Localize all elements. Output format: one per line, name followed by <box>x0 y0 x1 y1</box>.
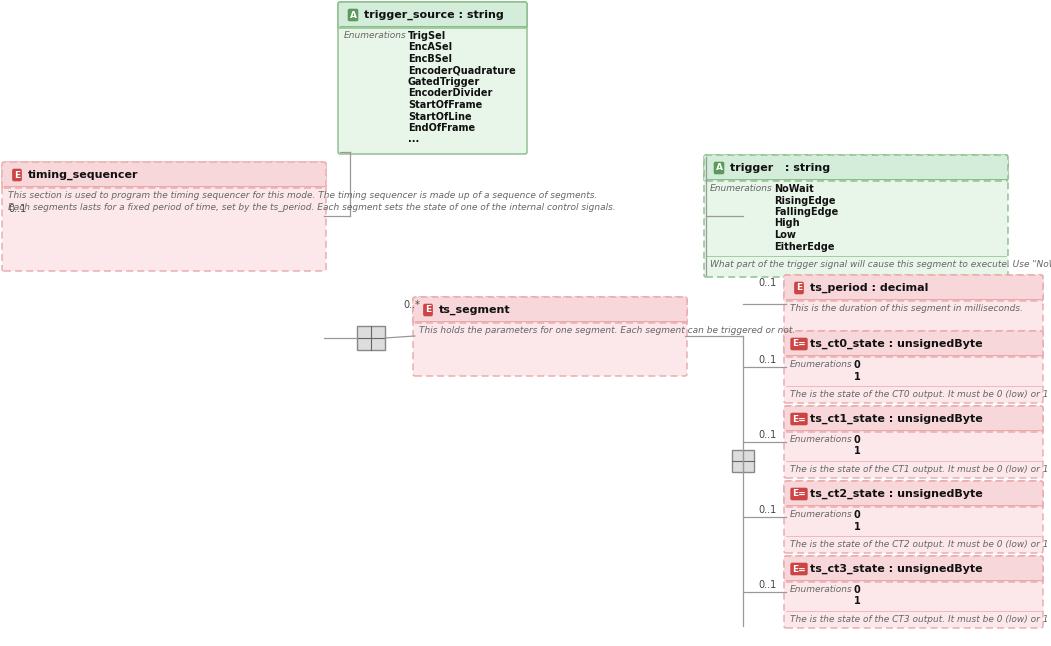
FancyBboxPatch shape <box>704 155 1008 181</box>
Text: E=: E= <box>792 340 806 348</box>
Text: ...: ... <box>408 134 419 145</box>
Text: High: High <box>774 218 800 229</box>
Text: The is the state of the CT3 output. It must be 0 (low) or 1 (high).: The is the state of the CT3 output. It m… <box>790 615 1051 624</box>
Text: 0: 0 <box>854 585 861 595</box>
Text: RisingEdge: RisingEdge <box>774 196 836 205</box>
Text: Each segments lasts for a fixed period of time, set by the ts_period. Each segme: Each segments lasts for a fixed period o… <box>8 202 616 211</box>
FancyBboxPatch shape <box>784 275 1043 301</box>
Text: 0: 0 <box>854 435 861 445</box>
FancyBboxPatch shape <box>784 331 1043 403</box>
Text: ts_ct1_state : unsignedByte: ts_ct1_state : unsignedByte <box>810 414 983 424</box>
FancyBboxPatch shape <box>784 275 1043 332</box>
Text: Enumerations: Enumerations <box>710 184 772 193</box>
Text: NoWait: NoWait <box>774 184 813 194</box>
FancyBboxPatch shape <box>413 297 687 376</box>
Text: ts_ct3_state : unsignedByte: ts_ct3_state : unsignedByte <box>810 564 983 574</box>
Text: FallingEdge: FallingEdge <box>774 207 839 217</box>
Text: EncASel: EncASel <box>408 43 452 52</box>
Text: 1: 1 <box>854 521 861 532</box>
Text: StartOfLine: StartOfLine <box>408 112 472 121</box>
Bar <box>357 326 385 350</box>
Text: 1: 1 <box>854 371 861 382</box>
Text: E: E <box>425 306 431 315</box>
Text: E: E <box>796 284 802 293</box>
Text: E: E <box>14 171 20 180</box>
Text: Enumerations: Enumerations <box>790 435 852 444</box>
FancyBboxPatch shape <box>413 297 687 323</box>
Text: StartOfFrame: StartOfFrame <box>408 100 482 110</box>
Text: Enumerations: Enumerations <box>344 31 407 40</box>
FancyBboxPatch shape <box>704 155 1008 277</box>
FancyBboxPatch shape <box>784 556 1043 582</box>
Text: A: A <box>350 10 356 19</box>
Text: The is the state of the CT2 output. It must be 0 (low) or 1 (high).: The is the state of the CT2 output. It m… <box>790 540 1051 549</box>
FancyBboxPatch shape <box>784 406 1043 478</box>
Text: EncoderQuadrature: EncoderQuadrature <box>408 65 516 76</box>
Text: Low: Low <box>774 230 796 240</box>
Text: This holds the parameters for one segment. Each segment can be triggered or not.: This holds the parameters for one segmen… <box>419 326 796 335</box>
Text: 0..1: 0..1 <box>758 430 777 440</box>
Bar <box>731 450 754 472</box>
Text: GatedTrigger: GatedTrigger <box>408 77 480 87</box>
FancyBboxPatch shape <box>2 162 326 188</box>
FancyBboxPatch shape <box>338 2 527 28</box>
Text: The is the state of the CT0 output. It must be 0 (low) or 1 (high).: The is the state of the CT0 output. It m… <box>790 390 1051 399</box>
Text: EndOfFrame: EndOfFrame <box>408 123 475 133</box>
Text: ts_period : decimal: ts_period : decimal <box>810 283 928 293</box>
Text: 0..1: 0..1 <box>758 505 777 515</box>
Text: Enumerations: Enumerations <box>790 360 852 369</box>
Text: TrigSel: TrigSel <box>408 31 447 41</box>
Text: E=: E= <box>792 565 806 574</box>
Text: Enumerations: Enumerations <box>790 510 852 519</box>
FancyBboxPatch shape <box>784 406 1043 432</box>
FancyBboxPatch shape <box>2 162 326 271</box>
Text: 0..1: 0..1 <box>758 580 777 590</box>
Text: The is the state of the CT1 output. It must be 0 (low) or 1 (high).: The is the state of the CT1 output. It m… <box>790 465 1051 474</box>
Text: E=: E= <box>792 490 806 499</box>
Text: ts_segment: ts_segment <box>439 305 511 315</box>
Text: timing_sequencer: timing_sequencer <box>28 170 139 180</box>
FancyBboxPatch shape <box>784 556 1043 628</box>
Text: 0..1: 0..1 <box>8 204 26 214</box>
FancyBboxPatch shape <box>338 2 527 154</box>
Text: ts_ct0_state : unsignedByte: ts_ct0_state : unsignedByte <box>810 339 983 349</box>
Text: This section is used to program the timing sequencer for this mode. The timing s: This section is used to program the timi… <box>8 191 597 200</box>
FancyBboxPatch shape <box>784 331 1043 357</box>
FancyBboxPatch shape <box>784 481 1043 507</box>
Text: trigger_source : string: trigger_source : string <box>364 10 503 20</box>
Text: 0: 0 <box>854 360 861 370</box>
Text: 0: 0 <box>854 510 861 520</box>
Text: Enumerations: Enumerations <box>790 585 852 594</box>
Text: What part of the trigger signal will cause this segment to execute. Use "NoWait": What part of the trigger signal will cau… <box>710 260 1051 269</box>
Text: 0..1: 0..1 <box>758 278 777 288</box>
Text: 1: 1 <box>854 596 861 607</box>
Text: A: A <box>716 163 722 172</box>
Text: 1: 1 <box>854 446 861 457</box>
Text: 0..1: 0..1 <box>758 355 777 365</box>
Text: E=: E= <box>792 415 806 424</box>
Text: EncoderDivider: EncoderDivider <box>408 89 492 98</box>
Text: EitherEdge: EitherEdge <box>774 242 834 251</box>
Text: This is the duration of this segment in milliseconds.: This is the duration of this segment in … <box>790 304 1023 313</box>
Text: 0..*: 0..* <box>403 300 420 310</box>
Text: trigger   : string: trigger : string <box>730 163 830 173</box>
Text: EncBSel: EncBSel <box>408 54 452 64</box>
FancyBboxPatch shape <box>784 481 1043 553</box>
Text: ts_ct2_state : unsignedByte: ts_ct2_state : unsignedByte <box>810 489 983 499</box>
